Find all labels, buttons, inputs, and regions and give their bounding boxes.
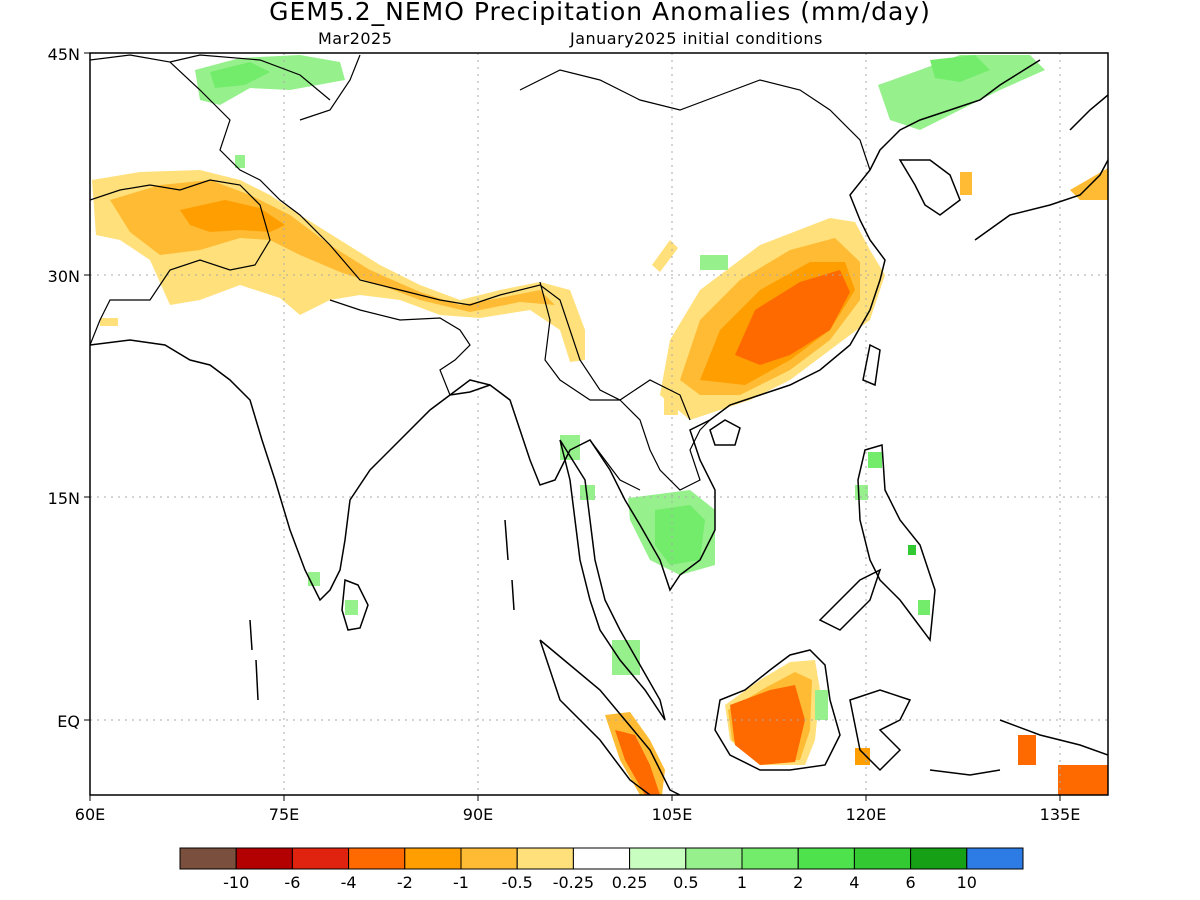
colorbar-swatch [460,847,518,870]
lat-label: 45N [48,45,80,64]
colorbar-label: 1 [737,873,747,892]
colorbar-label: -4 [341,873,357,892]
colorbar-label: -2 [397,873,413,892]
country-borders [90,54,871,491]
initial-conditions-label: January2025 initial conditions [570,29,823,48]
colorbar-label: -0.25 [553,873,594,892]
colorbar-swatch [966,847,1024,870]
colorbar-label: 0.25 [612,873,648,892]
lon-label: 90E [463,805,493,824]
anomaly-shading [92,55,1108,795]
colorbar: -10 -6 -4 -2 -1 -0.5 -0.25 0.25 0.5 1 2 4 6 10 [179,847,1024,892]
colorbar-label: 4 [849,873,859,892]
colorbar-label: 10 [957,873,977,892]
colorbar-swatch [572,847,631,870]
colorbar-label: -10 [223,873,249,892]
colorbar-label: 0.5 [673,873,698,892]
colorbar-swatch [685,847,743,870]
lon-label: 105E [652,805,693,824]
lon-label: 75E [269,805,299,824]
map-title: GEM5.2_NEMO Precipitation Anomalies (mm/… [269,0,931,26]
forecast-month: Mar2025 [318,29,393,48]
colorbar-swatch [629,847,687,870]
colorbar-swatch [348,847,406,870]
colorbar-label: 6 [906,873,916,892]
axis-ticks [84,52,1061,801]
coastlines [90,59,1108,795]
lat-label: 15N [48,489,80,508]
colorbar-swatch [853,847,912,870]
colorbar-label: -6 [284,873,300,892]
colorbar-label: -0.5 [502,873,533,892]
lat-label: 30N [48,267,80,286]
colorbar-swatch [291,847,350,870]
graticule [90,53,1108,795]
lat-label: EQ [57,712,80,731]
lon-label: 60E [75,805,105,824]
colorbar-swatch [797,847,855,870]
colorbar-swatch [235,847,293,870]
colorbar-swatch [516,847,574,870]
colorbar-label: 2 [793,873,803,892]
lon-label: 120E [846,805,887,824]
colorbar-label: -1 [453,873,469,892]
plot-frame [89,52,1109,796]
colorbar-swatch [910,847,968,870]
lon-label: 135E [1040,805,1081,824]
colorbar-swatch [179,847,237,870]
colorbar-swatch [741,847,799,870]
colorbar-swatch [404,847,462,870]
